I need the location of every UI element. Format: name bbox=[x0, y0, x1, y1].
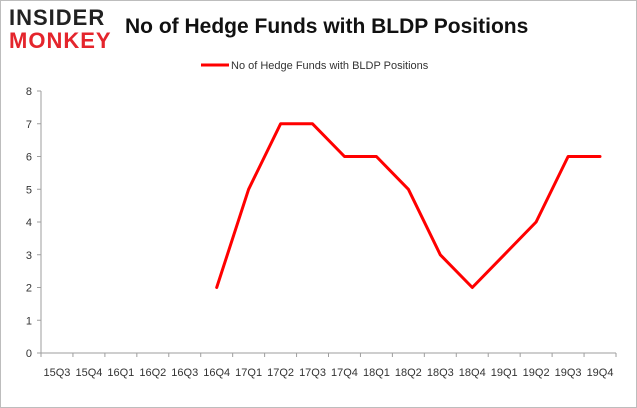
y-tick-label: 4 bbox=[26, 217, 32, 229]
x-tick-label: 18Q4 bbox=[459, 367, 486, 379]
y-tick-label: 0 bbox=[26, 348, 32, 360]
x-tick-label: 16Q4 bbox=[203, 367, 230, 379]
x-tick-label: 19Q4 bbox=[587, 367, 614, 379]
legend-label: No of Hedge Funds with BLDP Positions bbox=[231, 60, 429, 72]
x-tick-label: 18Q2 bbox=[395, 367, 422, 379]
x-tick-label: 17Q2 bbox=[267, 367, 294, 379]
logo-line-2: MONKEY bbox=[9, 28, 112, 53]
y-tick-label: 6 bbox=[26, 152, 32, 164]
series-line bbox=[215, 122, 602, 289]
x-tick-label: 16Q1 bbox=[107, 367, 134, 379]
x-tick-label: 17Q3 bbox=[299, 367, 326, 379]
chart-title: No of Hedge Funds with BLDP Positions bbox=[125, 15, 529, 38]
y-tick-label: 1 bbox=[26, 315, 32, 327]
logo-line-1: INSIDER bbox=[9, 5, 106, 30]
x-tick-label: 17Q4 bbox=[331, 367, 358, 379]
y-tick-label: 8 bbox=[26, 86, 32, 98]
y-tick-label: 5 bbox=[26, 184, 32, 196]
y-tick-label: 3 bbox=[26, 250, 32, 262]
y-tick-label: 7 bbox=[26, 119, 32, 131]
y-tick-label: 2 bbox=[26, 283, 32, 295]
x-tick-label: 18Q3 bbox=[427, 367, 454, 379]
x-tick-label: 19Q3 bbox=[555, 367, 582, 379]
x-tick-label: 15Q4 bbox=[75, 367, 102, 379]
x-tick-label: 16Q2 bbox=[139, 367, 166, 379]
insider-monkey-logo: INSIDER MONKEY bbox=[9, 7, 115, 53]
x-tick-label: 18Q1 bbox=[363, 367, 390, 379]
x-tick-label: 19Q2 bbox=[523, 367, 550, 379]
x-tick-label: 17Q1 bbox=[235, 367, 262, 379]
x-tick-label: 19Q1 bbox=[491, 367, 518, 379]
x-tick-label: 16Q3 bbox=[171, 367, 198, 379]
x-tick-label: 15Q3 bbox=[44, 367, 71, 379]
